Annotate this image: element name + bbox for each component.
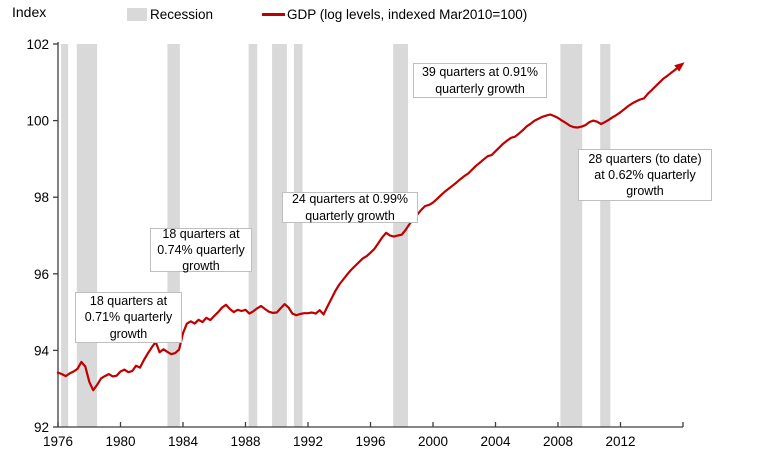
recession-band [61,44,69,427]
annotation-box: 18 quarters at 0.74% quarterly growth [150,226,252,274]
y-tick-label: 102 [26,37,49,52]
y-axis-title: Index [12,4,47,20]
x-tick-label: 1988 [230,434,260,449]
x-tick-label: 2008 [543,434,573,449]
x-tick-label: 1992 [293,434,323,449]
recession-band [560,44,583,427]
annotation-box: 39 quarters at 0.91% quarterly growth [413,63,547,98]
annotation-box: 18 quarters at 0.71% quarterly growth [75,292,182,343]
annotation-line: 18 quarters at [162,226,240,241]
recession-band [248,44,258,427]
legend-item-recession: Recession [127,7,213,22]
x-tick-label: 2004 [480,434,511,449]
x-tick-label: 2000 [418,434,448,449]
annotation-line: 0.74% quarterly [157,242,245,257]
gdp-line [56,65,681,392]
gdp-line-swatch-icon [262,13,285,16]
annotation-box: 24 quarters at 0.99% quarterly growth [282,192,418,223]
annotation-line: 24 quarters at 0.99% [291,192,409,207]
recession-swatch-icon [127,8,147,21]
recession-band [600,44,611,427]
annotation-line: 28 quarters (to date) [588,151,702,166]
y-tick-label: 96 [34,267,49,282]
y-tick-label: 100 [26,114,49,129]
annotation-line: 0.71% quarterly [84,310,173,325]
annotation-line: growth [626,184,664,199]
legend-item-gdp: GDP (log levels, indexed Mar2010=100) [262,7,527,22]
x-tick-label: 1984 [168,434,199,449]
annotation-line: quarterly growth [435,81,525,96]
recession-band [293,44,303,427]
y-tick-label: 92 [34,420,49,435]
arrowhead-icon [674,62,685,72]
y-tick-label: 98 [34,190,49,205]
annotation-line: 39 quarters at 0.91% [421,65,539,80]
x-tick-label: 1976 [43,434,73,449]
annotation-line: growth [109,326,148,341]
x-tick-label: 2012 [605,434,635,449]
annotation-line: at 0.62% quarterly [594,167,696,182]
annotation-line: quarterly growth [305,208,395,223]
annotation-box: 28 quarters (to date) at 0.62% quarterly g… [578,149,712,201]
x-tick-label: 1996 [355,434,385,449]
x-tick-label: 1980 [105,434,135,449]
recession-band [272,44,287,427]
y-tick-label: 94 [34,343,50,358]
annotation-line: growth [182,259,220,274]
legend-gdp-label: GDP (log levels, indexed Mar2010=100) [287,7,528,22]
legend-recession-label: Recession [150,7,214,22]
annotation-line: 18 quarters at [89,294,168,309]
